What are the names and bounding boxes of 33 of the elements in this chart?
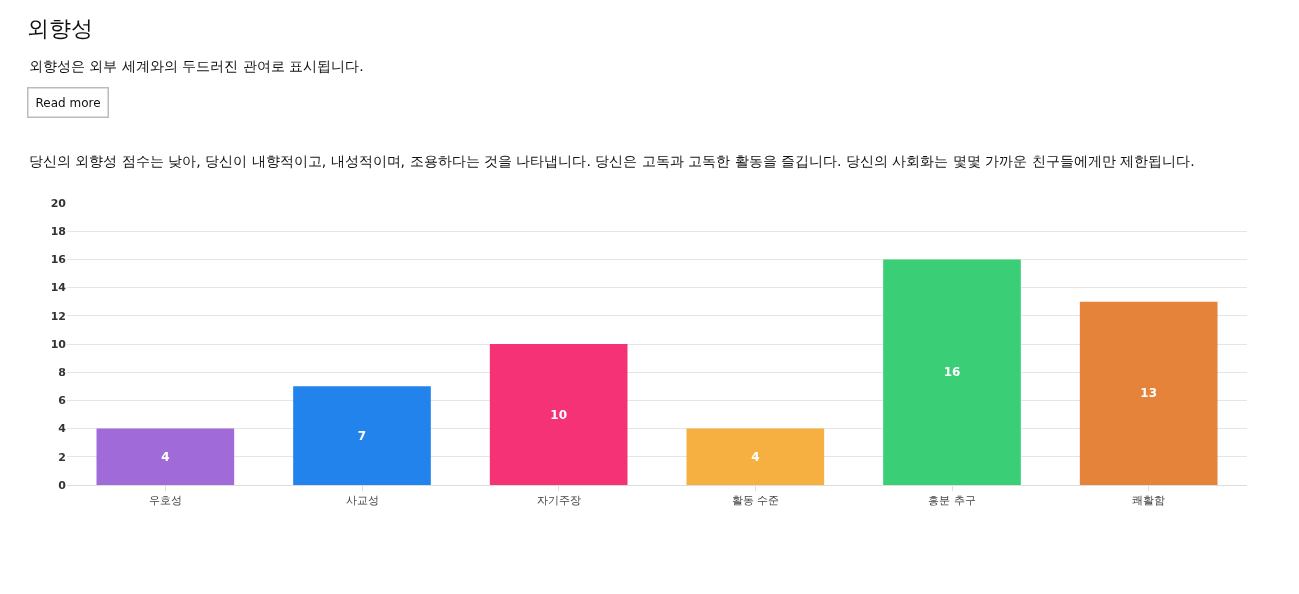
x-tick-label: 사교성 [345,494,379,508]
y-tick-label: 12 [50,309,66,323]
text: 당신의 외향성 점수는 낮아, 당신이 내향적이고, 내성적이며, 조용하다는 것을 나타냅니다. 당신은 고독과 고독한 활동을 즐깁니다. 당신의 사회화는 몇몇 가까운 친구들에게만 제한됩니다. [29,153,1195,169]
data-label: 16 [943,365,961,380]
y-tick-label: 2 [58,450,66,464]
data-label: 10 [550,407,568,422]
text: Read more [35,95,101,110]
bar [96,428,235,485]
y-tick-label: 8 [58,366,66,380]
y-tick-label: 16 [50,253,67,267]
chart-subtitle: 외향성은 외부 세계와의 두드러진 관여로 표시됩니다. [29,58,364,74]
y-tick-label: 18 [50,225,66,239]
bar [489,344,628,485]
x-tick-label: 우호성 [148,494,182,508]
x-tick-label: 활동 수준 [731,494,780,508]
y-tick-label: 6 [58,394,67,408]
y-tick-label: 4 [58,422,67,436]
y-tick-label: 10 [50,337,67,351]
bar [293,386,431,485]
data-label: 7 [357,428,367,443]
bar [686,428,825,485]
y-tick-label: 20 [50,196,67,210]
data-label: 4 [161,449,170,464]
data-label: 4 [751,449,760,464]
y-tick-label: 14 [50,281,67,295]
bar [1079,301,1218,485]
y-tick-label: 0 [58,478,67,492]
chart-title: 외향성 [27,15,93,41]
data-label: 13 [1140,386,1158,401]
x-tick-label: 쾌활함 [1132,494,1166,508]
bar [883,259,1021,485]
x-tick-label: 흥분 추구 [928,494,976,508]
x-tick-label: 자기주장 [536,494,581,508]
